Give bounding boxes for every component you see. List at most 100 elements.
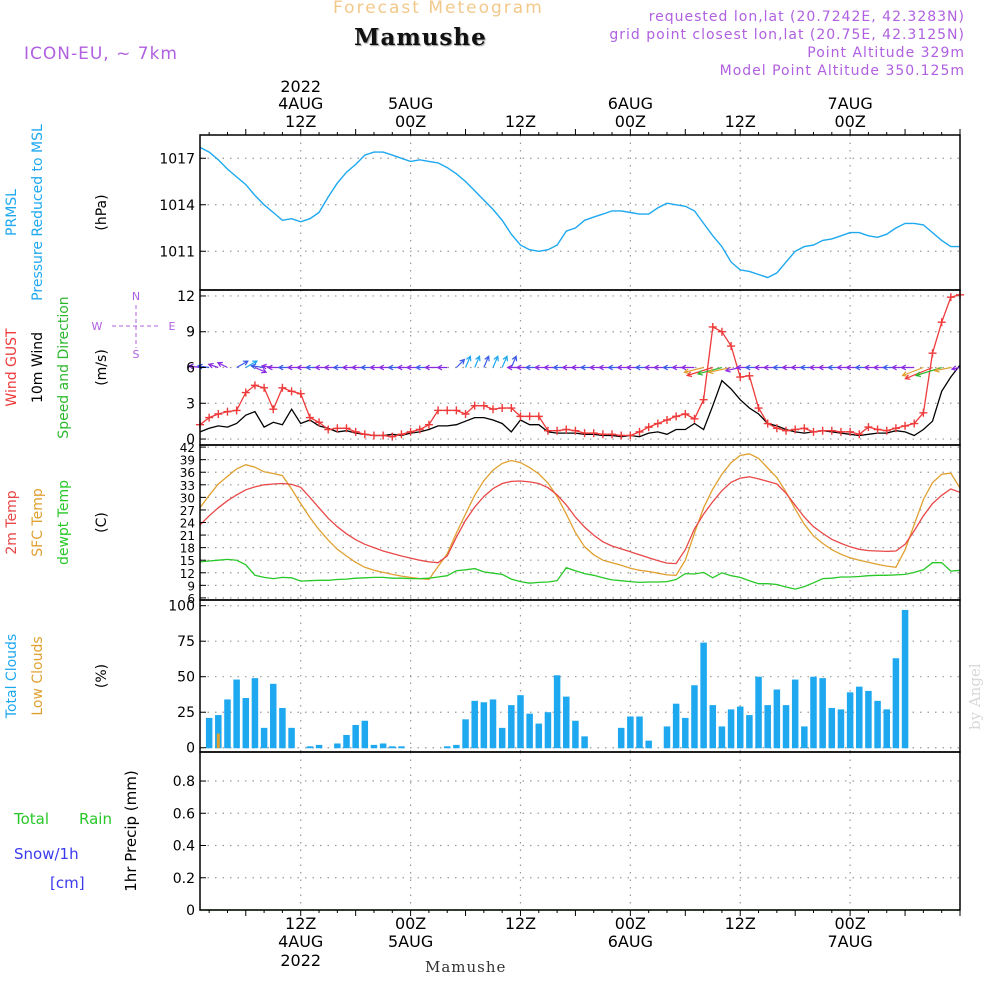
total-cloud-bar [691,685,698,749]
footer-place: Mamushe [425,958,507,976]
gust-marker [388,432,397,441]
wind-direction-arrow [436,364,448,371]
total-cloud-bar [636,716,643,749]
panel-label: Wind GUST [4,328,20,407]
gust-marker [782,426,791,435]
y-tick-label: 0.6 [173,806,195,822]
y-tick-label: 12 [177,289,195,305]
gust-marker [443,406,452,415]
gust-marker [250,381,259,390]
total-cloud-bar [279,707,286,749]
requested-coordinates: requested lon,lat (20.7242E, 42.3283N) [648,9,965,25]
gust-marker [369,431,378,440]
gust-marker [846,427,855,436]
top-axis-date: 4AUG [278,94,323,113]
panel-unit: (m/s) [94,349,110,386]
gust-marker [296,389,305,398]
total-cloud-bar [773,689,781,749]
precip-legend-total: Total [13,810,49,828]
total-cloud-bar [480,702,488,749]
panel-label: Low Clouds [30,636,46,715]
top-axis-hour: 12Z [725,112,756,131]
total-cloud-bar [389,746,396,749]
gust-marker [644,423,653,432]
gust-marker [946,293,955,302]
gust-marker [901,421,910,430]
gust-marker [763,419,772,428]
gust-marker [479,401,488,410]
total-cloud-bar [901,609,909,749]
total-cloud-bar [379,743,387,749]
y-tick-label: 1014 [159,198,195,214]
total-cloud-bar [736,706,744,749]
gust-marker [516,412,525,421]
total-cloud-bar [498,727,506,749]
y-tick-label: 0.2 [173,871,195,887]
bottom-axis-hour: 00Z [615,914,646,933]
total-cloud-bar [334,743,341,749]
gust-marker [745,371,754,380]
gust-marker [278,383,287,392]
total-cloud-bar [315,744,323,749]
gust-marker [818,426,827,435]
bottom-axis-hour: 12Z [285,914,316,933]
compass-west: W [92,320,103,333]
gust-marker [553,426,562,435]
gust-marker [754,404,763,413]
gust-marker [708,322,717,331]
total-cloud-bar [526,713,533,749]
total-cloud-bar [617,727,625,749]
y-tick-label: 0.4 [173,839,195,855]
bottom-axis-date: 5AUG [388,932,433,951]
total-cloud-bar [398,746,405,749]
gust-marker [424,420,433,429]
y-tick-label: 27 [180,504,195,518]
gust-marker [717,327,726,336]
total-cloud-bar [883,709,890,749]
panel-unit: (hPa) [94,194,110,230]
total-cloud-bar [443,746,451,749]
panel-label: Total Clouds [4,634,20,719]
gust-marker [543,426,552,435]
y-tick-label: 42 [180,441,195,455]
gust-marker [525,412,534,421]
total-cloud-bar [462,719,469,749]
y-tick-label: 6 [186,361,195,377]
total-cloud-bar [663,726,671,749]
gust-marker [662,415,671,424]
gust-marker [333,424,342,433]
gust-marker [589,429,598,438]
grid-layer [200,135,960,911]
gust-marker [672,412,681,421]
total-cloud-bar [233,679,240,749]
gust-marker [305,413,314,422]
y-tick-label: 6 [187,592,195,606]
wind-direction-arrow [216,361,228,369]
total-cloud-bar [251,678,259,749]
total-cloud-bar [874,700,881,749]
y-tick-label: 9 [187,579,195,593]
total-cloud-bar [563,696,570,749]
panel-frame [199,599,961,753]
gust-marker [507,404,516,413]
total-cloud-bar [700,642,707,749]
y-tick-label: 36 [180,466,195,480]
gust-marker [608,430,617,439]
panel-label: dewpt Temp [56,480,72,565]
total-cloud-bar [508,705,515,749]
y-tick-label: 75 [177,634,195,650]
gust-marker [882,426,891,435]
top-axis-hour: 00Z [395,112,426,131]
top-axis-date: 5AUG [388,94,433,113]
gust-marker [360,430,369,439]
total-cloud-bar [288,727,295,749]
y-tick-label: 0 [186,741,195,757]
y-tick-label: 12 [180,567,195,581]
model-label: ICON-EU, ~ 7km [24,44,178,64]
wind-direction-arrow [933,366,951,373]
precip-legend-cm: [cm] [50,874,85,892]
bottom-axis-date: 6AUG [608,932,653,951]
low-cloud-bar [216,733,220,749]
gust-marker [635,427,644,436]
gust-marker [891,424,900,433]
